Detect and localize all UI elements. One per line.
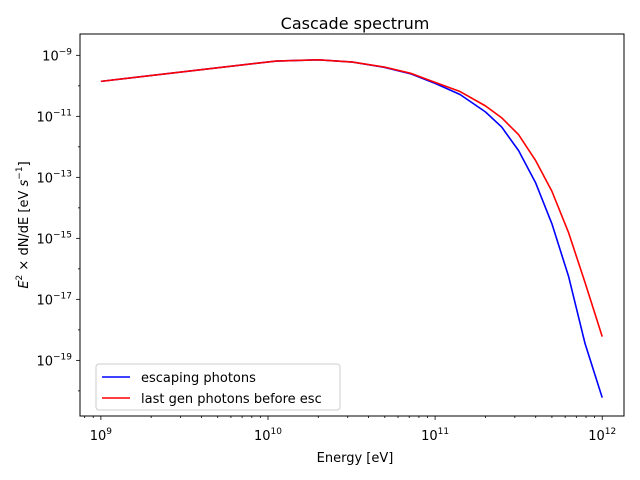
- y-tick-label: 10−11: [36, 108, 72, 125]
- x-tick-label: 1010: [254, 427, 282, 444]
- legend-box: [95, 363, 341, 411]
- x-axis: 109 1010 1011 1012: [84, 416, 616, 444]
- y-tick-label: 10−9: [42, 47, 72, 64]
- series-line-2: [100, 59, 603, 337]
- y-axis: 10−19 10−17 10−15 10−13 10−11 10−9: [36, 47, 80, 392]
- y-tick-label: 10−17: [36, 291, 72, 308]
- y-tick-label: 10−13: [36, 169, 72, 186]
- legend-label-2: last gen photons before esc: [141, 392, 322, 407]
- chart-title: Cascade spectrum: [281, 14, 430, 33]
- legend-label-1: escaping photons: [141, 371, 256, 386]
- y-axis-label: E2 × dN/dE [eV s−1]: [15, 161, 32, 288]
- legend: escaping photons last gen photons before …: [95, 363, 341, 411]
- y-tick-label: 10−15: [36, 230, 72, 247]
- y-tick-label: 10−19: [36, 352, 72, 369]
- plot-frame: [79, 33, 625, 417]
- x-axis-label: Energy [eV]: [317, 451, 394, 466]
- series-layer: [100, 59, 603, 398]
- series-line-1: [100, 59, 603, 398]
- x-tick-label: 1011: [421, 427, 449, 444]
- x-tick-label: 1012: [588, 427, 616, 444]
- x-tick-label: 109: [90, 427, 113, 444]
